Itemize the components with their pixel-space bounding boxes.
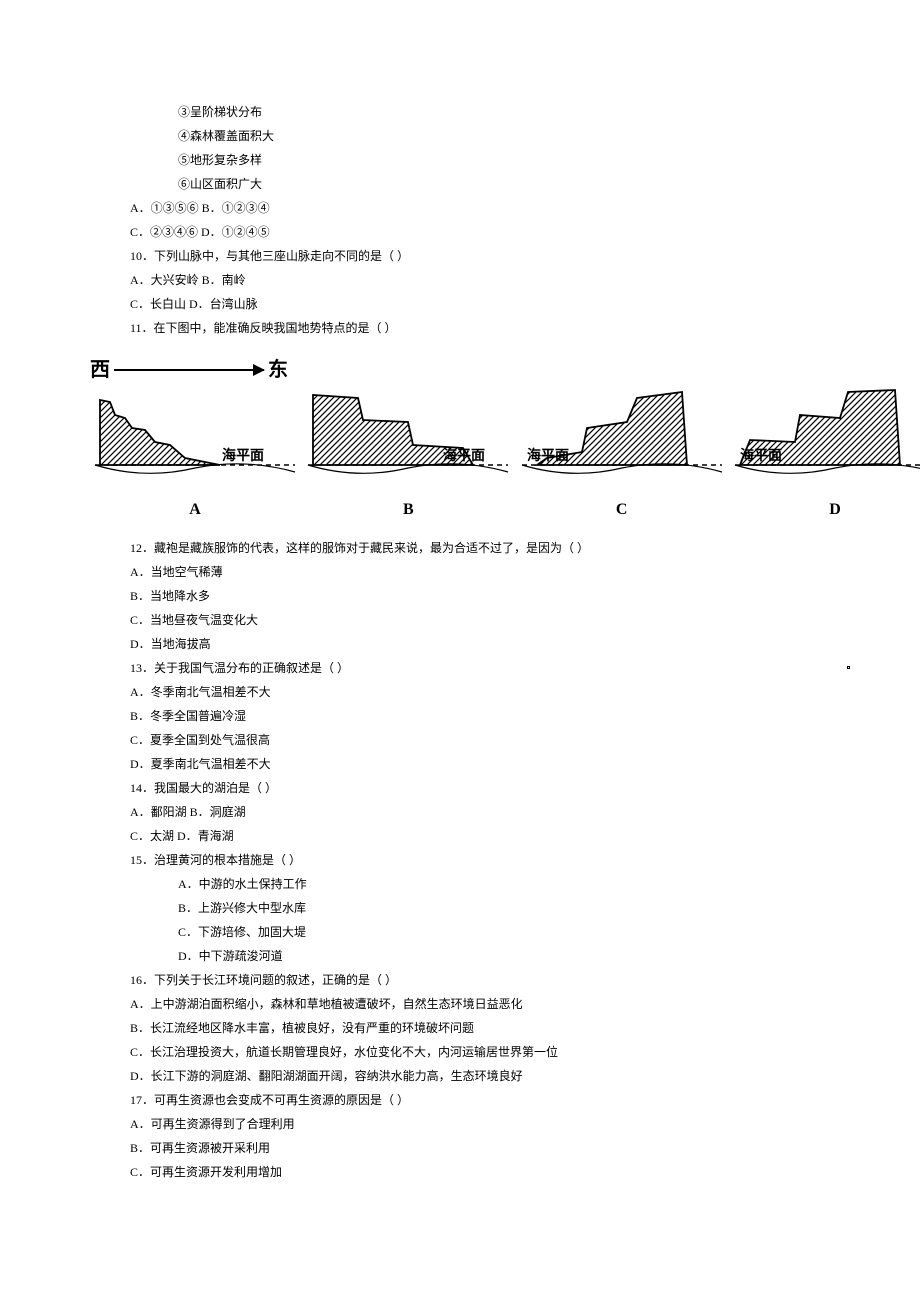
sea-level-label: 海平面 xyxy=(443,447,485,464)
profile-label-b: B xyxy=(403,494,414,526)
q12-option: A．当地空气稀薄 xyxy=(130,560,790,584)
q12-option: C．当地昼夜气温变化大 xyxy=(130,608,790,632)
q13-option: C．夏季全国到处气温很高 xyxy=(130,728,790,752)
intro-item: ⑥山区面积广大 xyxy=(130,172,790,196)
profile-c: 海平面 C xyxy=(517,380,727,526)
q16-option: D．长江下游的洞庭湖、翻阳湖湖面开阔，容纳洪水能力高，生态环境良好 xyxy=(130,1064,790,1088)
q15-option: C．下游培修、加固大堤 xyxy=(130,920,790,944)
q15-option: D．中下游疏浚河道 xyxy=(130,944,790,968)
q13-stem: 13．关于我国气温分布的正确叙述是（ ） xyxy=(130,656,790,680)
q15-option: B．上游兴修大中型水库 xyxy=(130,896,790,920)
q17-stem: 17．可再生资源也会变成不可再生资源的原因是（ ） xyxy=(130,1088,790,1112)
sea-level-label: 海平面 xyxy=(222,447,264,464)
terrain-diagram: 西 东 海平面 A xyxy=(90,350,920,526)
q13-option: B．冬季全国普遍冷湿 xyxy=(130,704,790,728)
profile-c-svg: 海平面 xyxy=(517,380,727,490)
q15-option: A．中游的水土保持工作 xyxy=(130,872,790,896)
q14-option: A．鄱阳湖 B．洞庭湖 xyxy=(130,800,790,824)
q11-stem: 11．在下图中，能准确反映我国地势特点的是（ ） xyxy=(130,316,790,340)
profile-b-svg: 海平面 xyxy=(303,380,513,490)
q17-option: C．可再生资源开发利用增加 xyxy=(130,1160,790,1184)
q12-option: B．当地降水多 xyxy=(130,584,790,608)
intro-item: ④森林覆盖面积大 xyxy=(130,124,790,148)
q17-option: A．可再生资源得到了合理利用 xyxy=(130,1112,790,1136)
profile-a-svg: 海平面 xyxy=(90,380,300,490)
q9-option-row: A．①③⑤⑥ B．①②③④ xyxy=(130,196,790,220)
q13-option: D．夏季南北气温相差不大 xyxy=(130,752,790,776)
q16-option: C．长江治理投资大，航道长期管理良好，水位变化不大，内河运输居世界第一位 xyxy=(130,1040,790,1064)
arrow-icon xyxy=(114,369,264,371)
q14-option: C．太湖 D．青海湖 xyxy=(130,824,790,848)
profile-d: 海平面 D xyxy=(730,380,920,526)
q16-stem: 16．下列关于长江环境问题的叙述，正确的是（ ） xyxy=(130,968,790,992)
dot-icon xyxy=(847,666,850,669)
q13-option: A．冬季南北气温相差不大 xyxy=(130,680,790,704)
intro-item: ⑤地形复杂多样 xyxy=(130,148,790,172)
q12-stem: 12．藏袍是藏族服饰的代表，这样的服饰对于藏民来说，最为合适不过了，是因为（ ） xyxy=(130,536,790,560)
sea-level-label: 海平面 xyxy=(527,447,569,464)
q12-option: D．当地海拔高 xyxy=(130,632,790,656)
q9-option-row: C．②③④⑥ D．①②④⑤ xyxy=(130,220,790,244)
profile-label-c: C xyxy=(616,494,628,526)
profile-d-svg: 海平面 xyxy=(730,380,920,490)
q14-stem: 14．我国最大的湖泊是（ ） xyxy=(130,776,790,800)
profile-b: 海平面 B xyxy=(303,380,513,526)
profile-label-d: D xyxy=(829,494,841,526)
q15-stem: 15．治理黄河的根本措施是（ ） xyxy=(130,848,790,872)
q17-option: B．可再生资源被开采利用 xyxy=(130,1136,790,1160)
q10-option: C．长白山 D．台湾山脉 xyxy=(130,292,790,316)
intro-item: ③呈阶梯状分布 xyxy=(130,100,790,124)
profile-label-a: A xyxy=(189,494,201,526)
q10-stem: 10．下列山脉中，与其他三座山脉走向不同的是（ ） xyxy=(130,244,790,268)
q10-option: A．大兴安岭 B．南岭 xyxy=(130,268,790,292)
q16-option: A．上中游湖泊面积缩小，森林和草地植被遭破坏，自然生态环境日益恶化 xyxy=(130,992,790,1016)
q16-option: B．长江流经地区降水丰富，植被良好，没有严重的环境破坏问题 xyxy=(130,1016,790,1040)
sea-level-label: 海平面 xyxy=(740,447,782,464)
q13-stem-text: 13．关于我国气温分布的正确叙述是（ ） xyxy=(130,661,349,675)
profile-a: 海平面 A xyxy=(90,380,300,526)
